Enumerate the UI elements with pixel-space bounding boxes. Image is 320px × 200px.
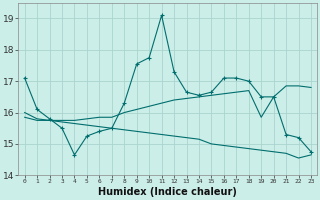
X-axis label: Humidex (Indice chaleur): Humidex (Indice chaleur): [98, 187, 237, 197]
